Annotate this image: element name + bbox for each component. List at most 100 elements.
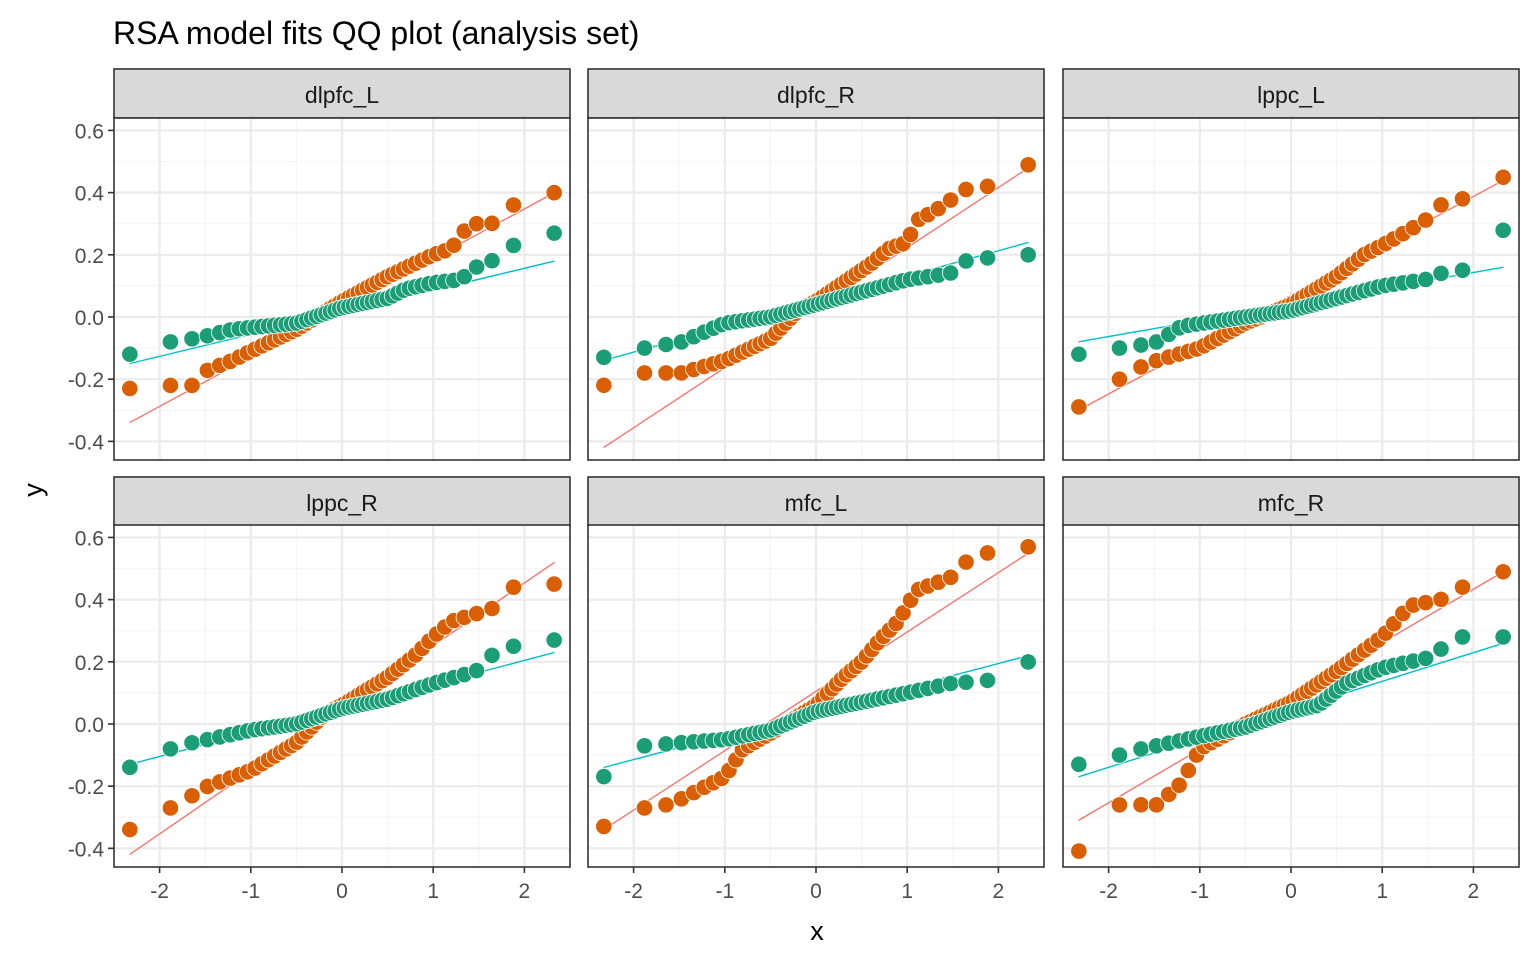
data-point: [1453, 578, 1472, 596]
y-tick-label: 0.4: [75, 183, 105, 206]
data-point: [1170, 776, 1188, 794]
data-point: [978, 544, 997, 562]
data-point: [1070, 842, 1088, 860]
data-point: [1416, 211, 1435, 229]
grid-major: [1063, 118, 1519, 460]
data-point: [445, 236, 463, 254]
y-tick-label: 0.0: [75, 307, 104, 330]
data-point: [635, 799, 654, 817]
data-point: [1019, 156, 1037, 174]
facet-strip: [587, 68, 1045, 119]
facet-strip-label: lppc_L: [1257, 82, 1325, 108]
data-point: [1110, 339, 1129, 357]
data-point: [121, 345, 139, 363]
data-point: [455, 268, 473, 286]
x-tick-label: 1: [1376, 880, 1388, 903]
chart-title: RSA model fits QQ plot (analysis set): [113, 15, 639, 51]
data-point: [941, 264, 960, 282]
x-tick-label: 1: [901, 880, 913, 903]
facet-panel: lppc_L: [1062, 68, 1520, 461]
facet-strip-label: lppc_R: [306, 490, 378, 516]
data-point: [595, 376, 613, 394]
data-point: [1019, 653, 1037, 671]
data-point: [978, 177, 997, 195]
facet-panels: dlpfc_L -0.4 -0.2 0.0 0.2 0.4 0.6 dlpfc_R lppc_L…: [68, 68, 1520, 903]
grid-major: [588, 525, 1044, 867]
panel-border: [1062, 117, 1520, 461]
facet-strip: [587, 476, 1045, 527]
data-point: [957, 673, 975, 691]
x-tick-label: -1: [241, 880, 260, 903]
data-point: [657, 364, 675, 382]
data-point: [1494, 168, 1512, 186]
y-tick-label: 0.4: [75, 590, 105, 613]
data-point: [1147, 796, 1166, 814]
data-point: [1453, 261, 1472, 279]
y-axis-label: y: [18, 483, 48, 497]
data-point: [1416, 649, 1435, 667]
y-tick-label: 0.2: [75, 245, 104, 268]
data-point: [657, 335, 675, 354]
data-point: [635, 339, 654, 357]
x-tick-label: -1: [1190, 880, 1209, 903]
data-point: [657, 735, 675, 753]
data-point: [978, 249, 997, 267]
data-point: [595, 817, 613, 836]
x-tick-label: 0: [336, 880, 348, 903]
data-point: [1132, 358, 1150, 376]
data-point: [595, 348, 613, 366]
grid-major: [1063, 525, 1519, 867]
data-point: [121, 758, 139, 776]
y-tick-label: -0.2: [68, 369, 104, 392]
series-points-teal: [1070, 221, 1512, 363]
data-point: [635, 737, 654, 755]
data-point: [1132, 336, 1150, 354]
data-point: [1432, 196, 1450, 214]
facet-strip: [1062, 476, 1520, 527]
facet-strip: [113, 68, 571, 119]
qq-reference-line: [603, 552, 1029, 831]
y-tick-label: -0.4: [68, 431, 105, 454]
data-point: [545, 224, 563, 242]
facet-strip-label: dlpfc_R: [777, 82, 855, 108]
data-point: [957, 553, 975, 571]
data-point: [545, 184, 563, 202]
data-point: [161, 799, 180, 817]
series-points-teal: [121, 631, 563, 776]
y-tick-label: 0.0: [75, 714, 104, 737]
series-points-teal: [1070, 628, 1512, 773]
data-point: [941, 568, 960, 586]
data-point: [545, 575, 563, 593]
data-point: [1110, 746, 1129, 764]
data-point: [1494, 628, 1512, 646]
data-point: [1110, 370, 1129, 388]
x-tick-label: -1: [715, 880, 734, 903]
data-point: [467, 604, 486, 623]
data-point: [467, 661, 486, 680]
data-point: [1404, 219, 1422, 237]
panel-border: [587, 117, 1045, 461]
data-point: [1494, 563, 1512, 581]
grid-major: [114, 118, 570, 460]
data-point: [121, 820, 139, 839]
y-tick-label: 0.6: [75, 120, 104, 143]
data-point: [161, 333, 180, 351]
panel-border: [113, 117, 571, 461]
x-tick-label: 1: [427, 880, 439, 903]
data-point: [929, 200, 947, 218]
data-point: [504, 196, 523, 214]
data-point: [504, 578, 523, 596]
data-point: [1019, 246, 1037, 264]
x-tick-label: -2: [1099, 880, 1118, 903]
facet-strip: [113, 476, 571, 527]
x-axis-label: x: [810, 916, 824, 946]
facet-strip-label: mfc_R: [1258, 490, 1324, 516]
x-tick-label: 2: [993, 880, 1005, 903]
data-point: [941, 674, 960, 693]
x-tick-label: 2: [1468, 880, 1480, 903]
data-point: [483, 599, 501, 618]
data-point: [1132, 740, 1150, 758]
facet-panel: mfc_R -2 -1 0 1 2: [1062, 476, 1520, 903]
data-point: [1494, 221, 1512, 239]
